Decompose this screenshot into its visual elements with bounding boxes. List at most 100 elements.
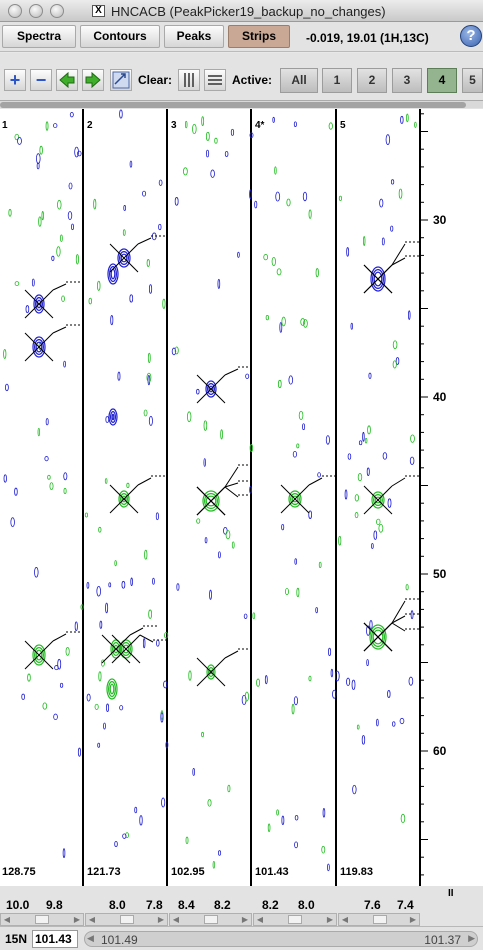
swap-strips-button[interactable] (110, 69, 132, 91)
noise-contour (383, 453, 387, 460)
noise-contour (406, 114, 408, 122)
scroll-left-icon[interactable]: ◀ (340, 915, 350, 924)
noise-contour (159, 224, 161, 230)
active-strip-3-button[interactable]: 3 (392, 68, 422, 93)
scroll-right-icon[interactable]: ▶ (325, 915, 335, 924)
y-tick-label: 60 (433, 744, 447, 758)
noise-contour (66, 647, 69, 655)
active-all-button[interactable]: All (280, 68, 318, 93)
noise-contour (76, 254, 78, 264)
strip-5-x-scrollbar[interactable]: ◀ ▶ (338, 913, 420, 926)
contour-plot[interactable]: 30 40 50 60 (0, 109, 483, 886)
scroll-thumb[interactable] (204, 915, 218, 924)
scroll-left-icon[interactable]: ◀ (171, 915, 181, 924)
scroll-right-icon[interactable]: ▶ (240, 915, 250, 924)
scroll-left-icon[interactable]: ◀ (87, 915, 97, 924)
active-strip-1-button[interactable]: 1 (322, 68, 352, 93)
strip-toolbar: + − Clear: Active: All 1 2 3 4 5 (0, 53, 483, 109)
strip-3-plane: 102.95 (171, 866, 205, 878)
noise-contour (183, 168, 187, 175)
scroll-left-icon[interactable]: ◀ (87, 933, 94, 944)
toolbar-scroll-thumb[interactable] (0, 102, 466, 108)
noise-contour (276, 192, 280, 201)
noise-contour (280, 322, 282, 332)
noise-contour (359, 441, 362, 445)
peak-leader (392, 478, 405, 486)
move-right-button[interactable] (82, 69, 104, 91)
noise-contour (401, 814, 405, 822)
strip-3-x-scrollbar[interactable]: ◀ ▶ (169, 913, 252, 926)
strip-1-label: 1 (2, 120, 8, 131)
contours-button[interactable]: Contours (80, 25, 160, 48)
zoom-window-button[interactable] (50, 4, 64, 18)
peak-leader (53, 327, 66, 333)
scroll-right-icon[interactable]: ▶ (156, 915, 166, 924)
noise-contour (277, 269, 281, 275)
noise-contour (210, 590, 212, 599)
noise-contour (347, 248, 349, 257)
cursor-readout: -0.019, 19.01 (1H,13C) (306, 31, 429, 45)
add-strip-button[interactable]: + (4, 69, 26, 91)
pause-icon[interactable]: II (448, 888, 454, 899)
window-titlebar: X HNCACB (PeakPicker19_backup_no_changes… (0, 0, 483, 22)
noise-contour (352, 680, 355, 689)
noise-contour (299, 411, 303, 419)
noise-contour (204, 459, 206, 467)
scroll-thumb[interactable] (120, 915, 134, 924)
peak-leader (225, 487, 238, 497)
noise-contour (186, 837, 188, 844)
active-strip-4-button[interactable]: 4 (427, 68, 457, 93)
active-strip-5-button[interactable]: 5 (462, 68, 483, 93)
strip-1-x-scrollbar[interactable]: ◀ ▶ (0, 913, 84, 926)
noise-contour (118, 372, 120, 380)
scroll-thumb[interactable] (35, 915, 49, 924)
noise-contour (215, 138, 218, 143)
noise-contour (358, 473, 362, 480)
noise-contour (285, 588, 288, 594)
strip-2-x-scrollbar[interactable]: ◀ ▶ (85, 913, 168, 926)
scroll-right-icon[interactable]: ▶ (72, 915, 82, 924)
help-button[interactable]: ? (460, 25, 482, 47)
scroll-right-icon[interactable]: ▶ (468, 933, 475, 944)
remove-strip-button[interactable]: − (30, 69, 52, 91)
noise-contour (253, 613, 255, 619)
scroll-thumb[interactable] (288, 915, 302, 924)
scroll-left-icon[interactable]: ◀ (2, 915, 12, 924)
spectra-button[interactable]: Spectra (2, 25, 76, 48)
noise-contour (401, 116, 404, 123)
scroll-thumb[interactable] (373, 915, 387, 924)
noise-contour (123, 230, 125, 236)
x-tick: 8.4 (178, 898, 195, 912)
noise-contour (197, 519, 200, 524)
noise-contour (202, 117, 204, 126)
active-strip-2-button[interactable]: 2 (357, 68, 387, 93)
noise-contour (77, 151, 81, 156)
x-tick: 8.2 (214, 898, 231, 912)
noise-contour (357, 725, 359, 729)
scroll-left-icon[interactable]: ◀ (255, 915, 265, 924)
noise-contour (28, 674, 31, 681)
noise-contour (329, 123, 332, 129)
menubar: Spectra Contours Peaks Strips -0.019, 19… (0, 22, 483, 52)
toolbar-scrollbar[interactable] (0, 100, 483, 108)
noise-contour (130, 161, 132, 167)
plane-scrollbar[interactable]: ◀ 101.49 101.37 ▶ (84, 931, 478, 947)
peaks-button[interactable]: Peaks (164, 25, 224, 48)
noise-contour (99, 672, 101, 681)
noise-contour (70, 112, 73, 117)
strip-4-x-scrollbar[interactable]: ◀ ▶ (253, 913, 337, 926)
minus-icon: − (36, 70, 47, 90)
clear-horizontal-button[interactable] (204, 69, 226, 91)
strip-2-label: 2 (87, 120, 93, 131)
noise-contour (392, 722, 395, 727)
strip-plot-area[interactable]: 30 40 50 60 1 2 3 4* 5 128.75 121.73 102.95… (0, 109, 483, 886)
close-window-button[interactable] (8, 4, 22, 18)
move-left-button[interactable] (56, 69, 78, 91)
minimize-window-button[interactable] (29, 4, 43, 18)
noise-contour (218, 279, 220, 288)
plane-value-field[interactable]: 101.43 (32, 930, 78, 948)
clear-vertical-button[interactable] (178, 69, 200, 91)
strips-button[interactable]: Strips (228, 25, 290, 48)
noise-contour (322, 846, 325, 853)
scroll-right-icon[interactable]: ▶ (408, 915, 418, 924)
